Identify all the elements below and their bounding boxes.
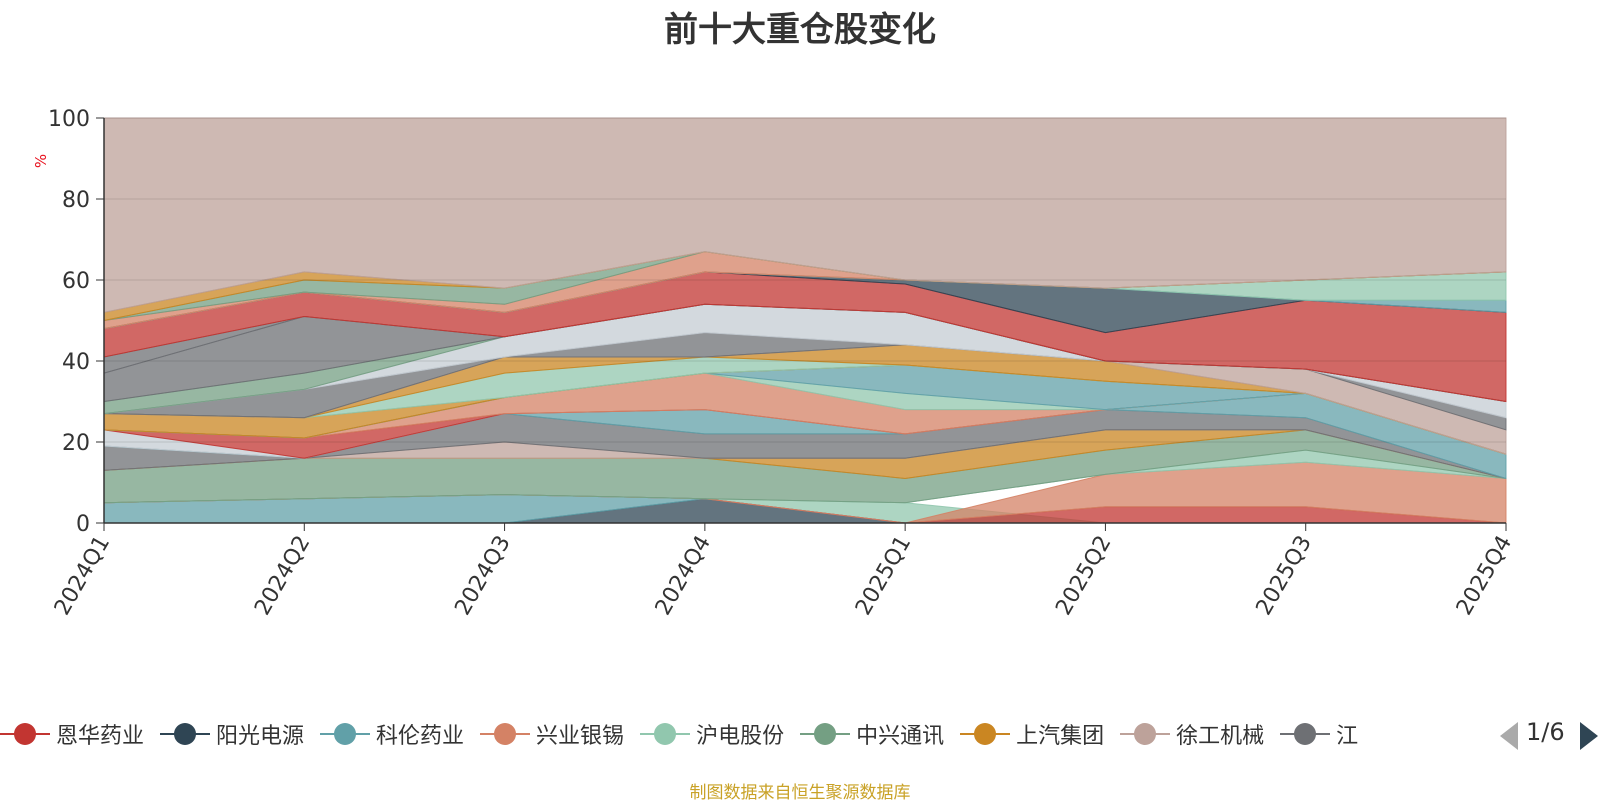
legend-item[interactable]: 科伦药业 [320, 716, 464, 752]
legend-label: 科伦药业 [376, 724, 465, 749]
legend-label: 中兴通讯 [856, 724, 945, 749]
legend-item[interactable]: 兴业银锡 [480, 716, 624, 752]
y-tick-label: 40 [62, 350, 90, 375]
legend-marker-icon [1120, 722, 1171, 746]
legend-item[interactable]: 徐工机械 [1120, 716, 1264, 752]
legend-pager: 1/6 [1500, 716, 1600, 752]
legend-dot [814, 723, 837, 745]
legend-marker-icon [0, 722, 50, 746]
next-page-icon[interactable] [1580, 722, 1598, 750]
data-source-note: 制图数据来自恒生聚源数据库 [689, 783, 911, 803]
prev-page-icon[interactable] [1500, 722, 1518, 750]
chart-title: 前十大重仓股变化 [664, 10, 936, 50]
y-tick-label: 20 [62, 431, 90, 456]
legend-label: 徐工机械 [1176, 724, 1265, 749]
x-tick-label: 2024Q1 [50, 532, 115, 620]
legend-dot [1294, 723, 1317, 745]
legend-marker-icon [160, 722, 211, 746]
legend-label: 上汽集团 [1016, 724, 1105, 749]
x-tick-label: 2025Q1 [851, 532, 916, 620]
legend-item[interactable]: 恩华药业 [0, 716, 144, 752]
legend-marker-icon [800, 722, 851, 746]
y-tick-label: 100 [48, 107, 90, 132]
area-band-32 [103, 117, 1507, 314]
legend-item[interactable]: 阳光电源 [160, 716, 304, 752]
legend-marker-icon [1280, 722, 1331, 746]
grid-layer [104, 117, 1506, 443]
legend-dot [654, 723, 677, 745]
legend-marker-icon [320, 722, 371, 746]
x-tick-label: 2025Q2 [1051, 532, 1116, 620]
x-tick-label: 2024Q3 [450, 532, 515, 620]
x-tick-label: 2025Q3 [1252, 532, 1317, 620]
legend-dot [494, 723, 517, 745]
legend-dot [334, 723, 357, 745]
legend-label: 阳光电源 [216, 724, 305, 749]
x-tick-label: 2024Q4 [651, 532, 716, 620]
legend-dot [14, 723, 36, 745]
legend-dot [174, 723, 197, 745]
y-tick-label: 60 [62, 269, 90, 294]
legend-marker-icon [640, 722, 691, 746]
page-indicator: 1/6 [1526, 718, 1565, 746]
legend-item[interactable]: 中兴通讯 [800, 716, 944, 752]
legend-dot [974, 723, 997, 745]
legend-item[interactable]: 江 [1280, 716, 1358, 752]
legend-label: 江 [1336, 724, 1359, 749]
legend-label: 兴业银锡 [536, 724, 625, 749]
legend-dot [1134, 723, 1157, 745]
legend-label: 恩华药业 [56, 724, 145, 749]
y-tick-label: 80 [62, 188, 90, 213]
x-tick-label: 2025Q4 [1452, 532, 1517, 620]
legend-label: 沪电股份 [696, 724, 785, 749]
legend-item[interactable]: 沪电股份 [640, 716, 784, 752]
legend-item[interactable]: 上汽集团 [960, 716, 1104, 752]
legend: 恩华药业 阳光电源 科伦药业 兴业银锡 沪电股份 中兴通讯 上汽集团 徐工机械 江 [0, 716, 1500, 752]
bands-layer [103, 117, 1507, 524]
y-tick-label: 0 [76, 512, 90, 537]
x-tick-label: 2024Q2 [250, 532, 315, 620]
legend-marker-icon [480, 722, 531, 746]
legend-marker-icon [960, 722, 1011, 746]
